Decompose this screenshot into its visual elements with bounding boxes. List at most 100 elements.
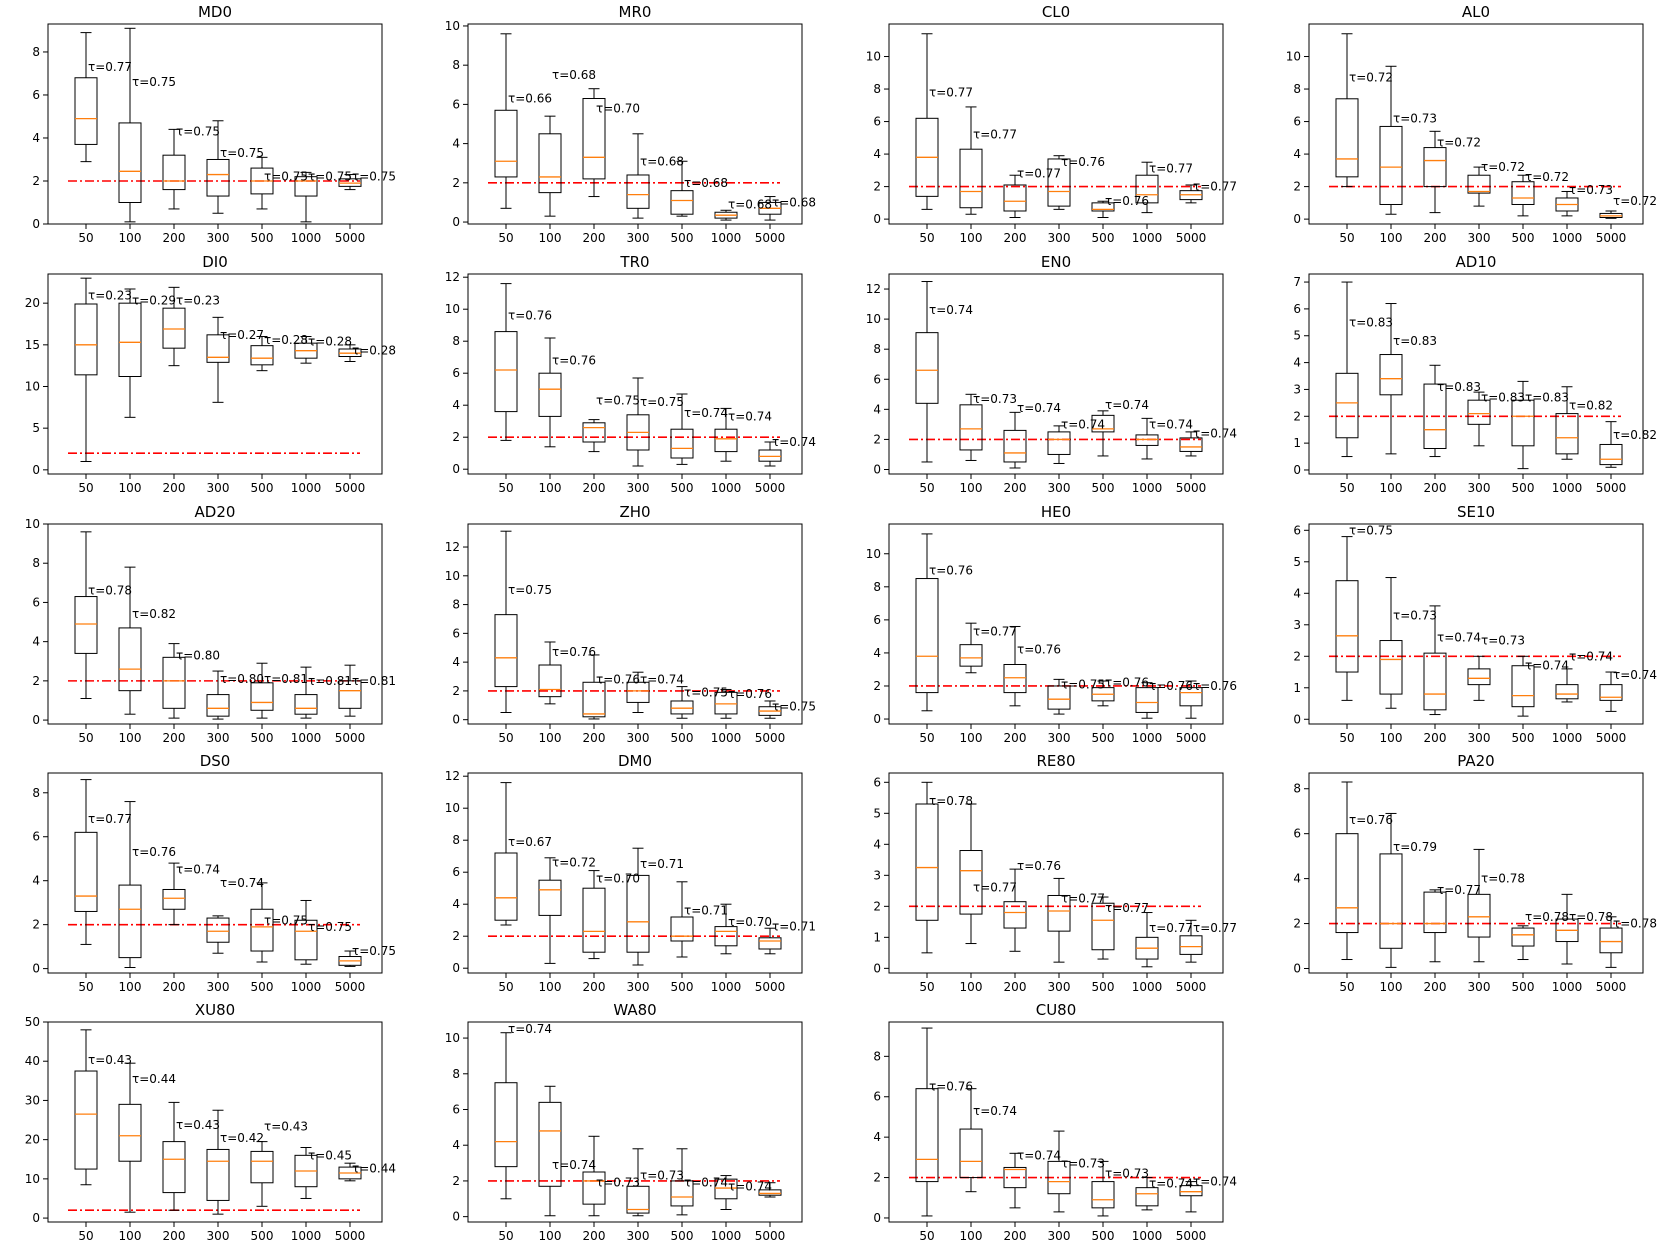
- tau-label: τ=0.74: [1525, 659, 1569, 673]
- box-50: [74, 531, 98, 700]
- iqr-box: [582, 681, 606, 718]
- x-tick-label: 5000: [335, 731, 366, 745]
- x-tick-label: 300: [627, 731, 650, 745]
- box-1000: [1135, 1177, 1159, 1211]
- tau-label: τ=0.83: [1437, 380, 1481, 394]
- x-tick-label: 100: [960, 481, 983, 495]
- iqr-box: [162, 1141, 186, 1194]
- box-1000: [714, 1175, 738, 1210]
- box-5000: [338, 1162, 362, 1182]
- y-tick-label: 1: [1293, 436, 1301, 450]
- y-tick-label: 0: [873, 961, 881, 975]
- tau-label: τ=0.77: [1437, 883, 1481, 897]
- tau-label: τ=0.76: [1193, 679, 1237, 693]
- tau-label: τ=0.74: [508, 1022, 552, 1036]
- box-100: [118, 1062, 142, 1213]
- y-tick-label: 4: [32, 635, 40, 649]
- box-500: [1511, 380, 1535, 470]
- box-500: [250, 1141, 274, 1207]
- box-500: [1091, 410, 1115, 457]
- axes-frame: [888, 523, 1224, 725]
- axes-frame: [467, 273, 803, 475]
- x-tick-label: 1000: [711, 481, 742, 495]
- x-tick-label: 50: [1339, 731, 1354, 745]
- tau-label: τ=0.76: [1149, 679, 1193, 693]
- iqr-box: [118, 122, 142, 203]
- tau-label: τ=0.74: [973, 1104, 1017, 1118]
- x-tick-label: 200: [1424, 980, 1447, 994]
- box-50: [915, 533, 939, 712]
- chart-zh0: ZH0 0 2 4 6 8 10 12 50 100 200 300 500 1000 5000 τ=0.75…: [445, 503, 816, 745]
- box-200: [1003, 625, 1027, 707]
- y-tick-label: 10: [25, 380, 40, 394]
- x-tick-label: 100: [960, 1229, 983, 1243]
- box-500: [1091, 896, 1115, 960]
- tau-label: τ=0.68: [552, 68, 596, 82]
- iqr-box: [758, 449, 782, 462]
- box-5000: [758, 1182, 782, 1198]
- tau-label: τ=0.71: [772, 920, 816, 934]
- iqr-box: [582, 422, 606, 443]
- y-tick-label: 6: [452, 626, 460, 640]
- box-500: [670, 393, 694, 465]
- iqr-box: [118, 1103, 142, 1162]
- iqr-box: [670, 428, 694, 459]
- tau-label: τ=0.74: [684, 1176, 728, 1190]
- tau-label: τ=0.77: [1149, 921, 1193, 935]
- iqr-box: [494, 614, 518, 688]
- tau-label: τ=0.44: [352, 1161, 396, 1175]
- iqr-box: [959, 404, 983, 451]
- box-200: [162, 643, 186, 719]
- tau-label: τ=0.77: [88, 60, 132, 74]
- x-tick-label: 5000: [755, 980, 786, 994]
- tau-label: τ=0.74: [929, 303, 973, 317]
- axes-frame: [47, 273, 383, 475]
- tau-label: τ=0.74: [1437, 630, 1481, 644]
- x-tick-label: 5000: [1176, 231, 1207, 245]
- x-tick-label: 500: [1092, 1229, 1115, 1243]
- iqr-box: [1423, 891, 1447, 934]
- y-tick-label: 8: [32, 786, 40, 800]
- box-500: [1511, 925, 1535, 961]
- y-tick-label: 4: [452, 897, 460, 911]
- box-100: [118, 27, 142, 223]
- x-tick-label: 1000: [1132, 731, 1163, 745]
- iqr-box: [1135, 434, 1159, 446]
- tau-label: τ=0.77: [1193, 921, 1237, 935]
- iqr-box: [1003, 429, 1027, 463]
- x-tick-label: 100: [539, 481, 562, 495]
- chart-title: CL0: [1042, 3, 1070, 21]
- tau-label: τ=0.72: [552, 856, 596, 870]
- y-tick-label: 0: [32, 217, 40, 231]
- box-300: [206, 316, 230, 403]
- x-tick-label: 50: [498, 481, 513, 495]
- box-300: [1047, 1130, 1071, 1213]
- box-200: [1423, 889, 1447, 963]
- tau-label: τ=0.75: [176, 125, 220, 139]
- y-tick-label: 8: [32, 45, 40, 59]
- x-tick-label: 1000: [1132, 231, 1163, 245]
- iqr-box: [670, 916, 694, 942]
- x-tick-label: 5000: [1176, 731, 1207, 745]
- iqr-box: [538, 1101, 562, 1187]
- box-5000: [338, 664, 362, 717]
- x-tick-label: 500: [251, 980, 274, 994]
- tau-label: τ=0.78: [1525, 910, 1569, 924]
- tau-label: τ=0.80: [220, 672, 264, 686]
- tau-label: τ=0.83: [1525, 390, 1569, 404]
- iqr-box: [1335, 98, 1359, 178]
- box-100: [959, 803, 983, 945]
- tau-label: τ=0.74: [1061, 417, 1105, 431]
- axes-frame: [467, 23, 803, 225]
- x-tick-label: 5000: [755, 731, 786, 745]
- box-100: [1379, 303, 1403, 455]
- axes-frame: [888, 772, 1224, 974]
- x-tick-label: 300: [1468, 980, 1491, 994]
- tau-label: τ=0.76: [1017, 643, 1061, 657]
- y-tick-label: 3: [1293, 382, 1301, 396]
- box-500: [1091, 1160, 1115, 1217]
- box-300: [1467, 166, 1491, 207]
- iqr-box: [1467, 399, 1491, 425]
- tau-label: τ=0.83: [1393, 334, 1437, 348]
- box-1000: [1135, 417, 1159, 460]
